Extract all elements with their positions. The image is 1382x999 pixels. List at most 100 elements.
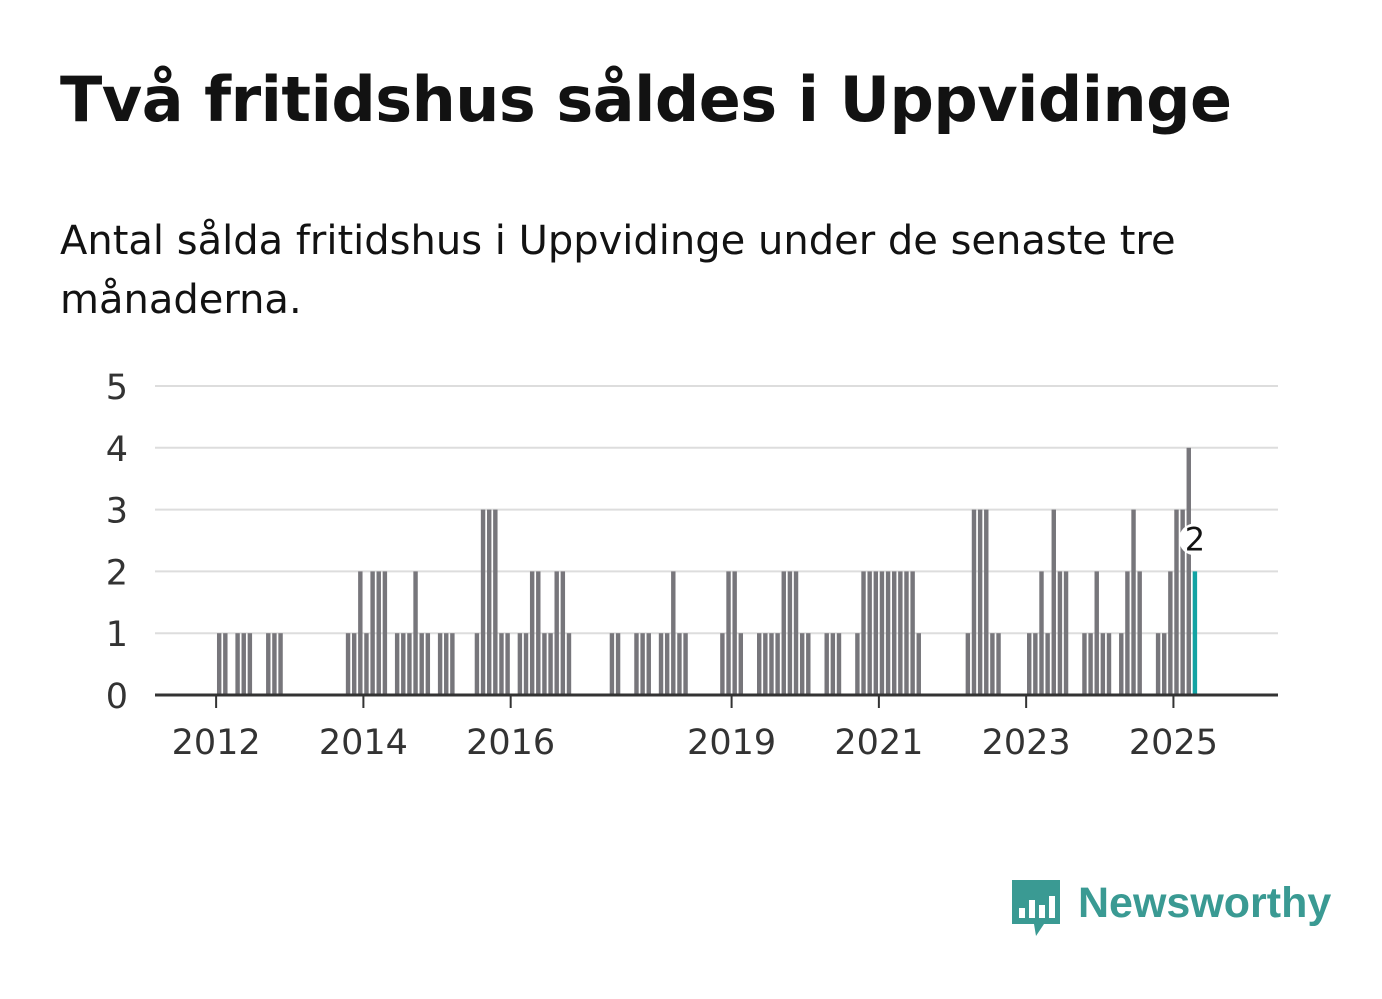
bar	[634, 633, 639, 695]
bar	[548, 633, 553, 695]
bar	[1057, 571, 1063, 695]
bar	[898, 571, 903, 695]
bar	[1039, 571, 1044, 695]
bar	[486, 509, 492, 695]
bar	[615, 633, 621, 695]
bar	[394, 633, 400, 695]
newsworthy-logo: Newsworthy	[1010, 878, 1331, 940]
bar	[787, 571, 793, 695]
bar	[437, 633, 443, 695]
bar	[499, 633, 504, 695]
y-tick-label: 1	[106, 615, 128, 655]
bar	[560, 571, 566, 695]
y-tick-label: 0	[106, 677, 128, 717]
bar	[351, 633, 357, 695]
bar	[1094, 571, 1099, 695]
y-tick-label: 3	[106, 492, 128, 532]
bar	[904, 571, 909, 695]
bar	[1063, 571, 1069, 695]
bar-chart: 0 1 2 3 4 5 2 2012 2014 2016 2019 2021 2023 2025	[106, 368, 1278, 763]
brand-name: Newsworthy	[1078, 879, 1332, 927]
bar	[523, 633, 529, 695]
bar	[1027, 633, 1032, 695]
bar	[977, 509, 983, 695]
bar	[345, 633, 351, 695]
bar	[1186, 447, 1191, 695]
bar	[916, 633, 921, 695]
bar	[216, 633, 222, 695]
chart-title: Två fritidshus såldes i Uppvidinge	[60, 63, 1232, 136]
bar	[413, 571, 418, 695]
bar	[720, 633, 725, 695]
bar	[1088, 633, 1093, 695]
bar	[1119, 633, 1124, 695]
bar	[799, 633, 805, 695]
bar	[990, 633, 995, 695]
x-tick-label: 2021	[834, 723, 923, 763]
bar	[450, 633, 455, 695]
bar	[824, 633, 829, 695]
bar	[1155, 633, 1161, 695]
bar	[517, 633, 523, 695]
bar	[1106, 633, 1112, 695]
bar	[474, 633, 480, 695]
bar	[247, 633, 253, 695]
highlight-data-label: 2	[1185, 520, 1205, 558]
bar	[738, 633, 744, 695]
bar	[1131, 509, 1136, 695]
bar	[425, 633, 431, 695]
bar	[444, 633, 449, 695]
bar	[757, 633, 762, 695]
bar	[1051, 509, 1056, 695]
y-tick-label: 2	[106, 553, 128, 593]
bar	[505, 633, 510, 695]
bar	[480, 509, 486, 695]
bar	[769, 633, 774, 695]
highlight-label-bg	[1178, 523, 1211, 556]
bar	[1168, 571, 1173, 695]
bar	[407, 633, 412, 695]
bar	[1045, 633, 1050, 695]
bar	[241, 633, 246, 695]
y-tick-label: 5	[106, 368, 128, 408]
bar	[836, 633, 842, 695]
bar	[910, 571, 915, 695]
bar	[419, 633, 424, 695]
bar	[996, 633, 1001, 695]
bar	[806, 633, 811, 695]
bar	[781, 571, 786, 695]
bar-highlight	[1192, 571, 1198, 695]
bar	[542, 633, 547, 695]
bar	[278, 633, 283, 695]
x-tick-label: 2019	[687, 723, 776, 763]
bar	[658, 633, 664, 695]
bar	[609, 633, 615, 695]
bar	[364, 633, 369, 695]
bar	[235, 633, 240, 695]
y-tick-label: 4	[106, 430, 128, 470]
bar	[892, 571, 897, 695]
bar	[664, 633, 670, 695]
bar	[536, 571, 541, 695]
bar	[370, 571, 375, 695]
bar	[873, 571, 879, 695]
x-tick-label: 2025	[1129, 723, 1218, 763]
bar	[885, 571, 891, 695]
bar	[965, 633, 971, 695]
bar	[566, 633, 572, 695]
bar	[272, 633, 277, 695]
bar	[861, 571, 866, 695]
bar	[671, 571, 676, 695]
bar	[1162, 633, 1167, 695]
bar	[763, 633, 768, 695]
x-tick-label: 2023	[982, 723, 1071, 763]
bar	[971, 509, 977, 695]
bar	[677, 633, 682, 695]
bar	[1033, 633, 1038, 695]
bar	[855, 633, 860, 695]
bar	[793, 571, 799, 695]
bar	[1180, 509, 1185, 695]
newsworthy-chart-bubble-icon	[1012, 880, 1060, 936]
bar	[529, 571, 535, 695]
bar	[358, 571, 363, 695]
